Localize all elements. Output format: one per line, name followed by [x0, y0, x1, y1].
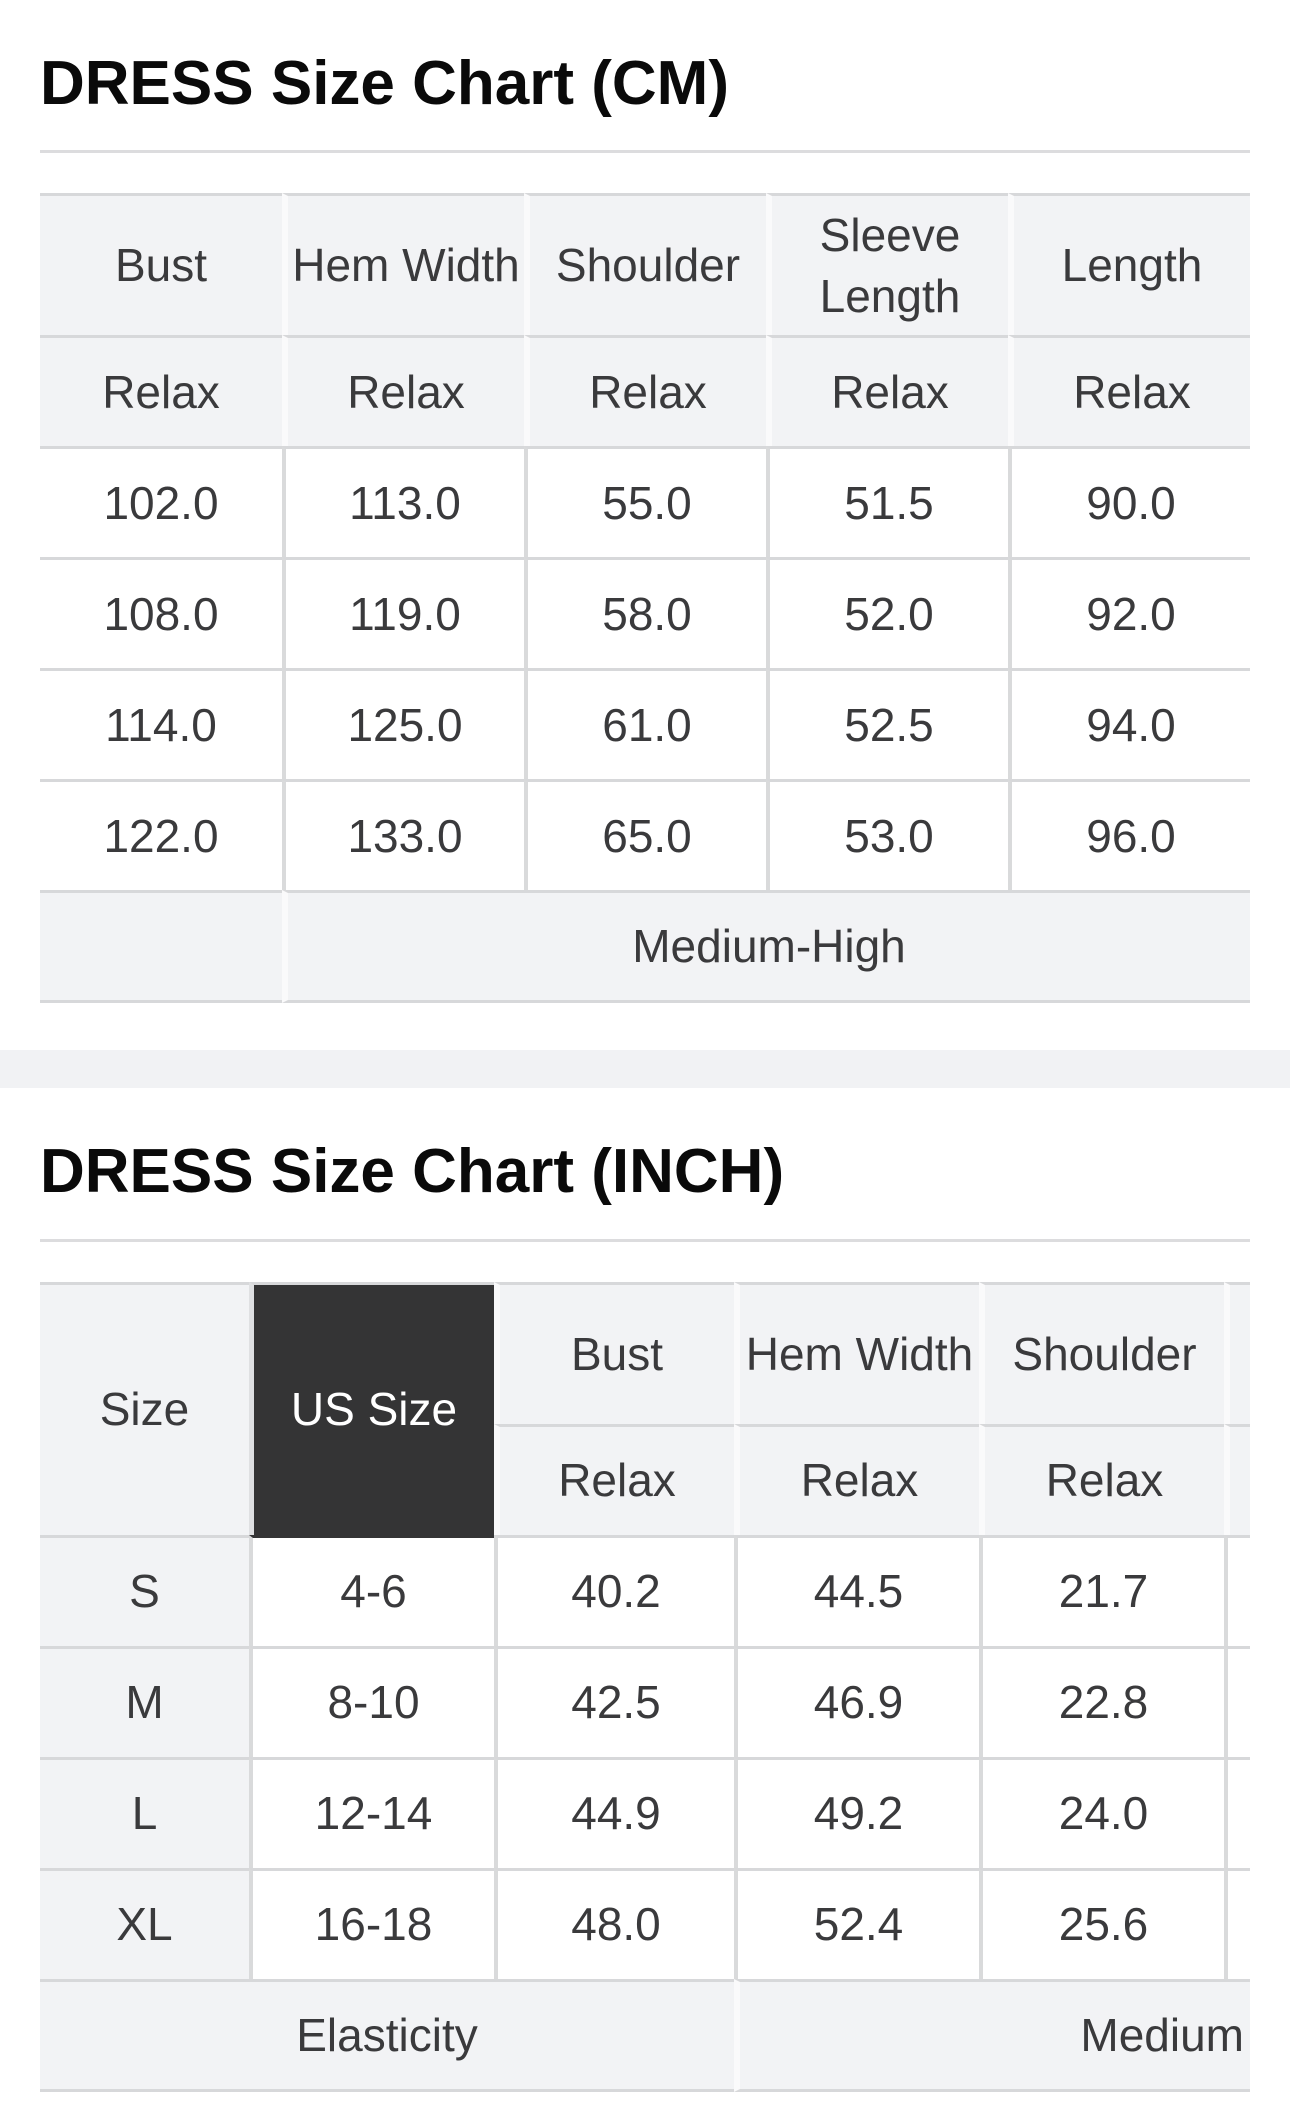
cm-data-cell-r3-c3: 61.0 [524, 668, 766, 780]
inch-fit-cell-1: Relax [494, 1423, 734, 1535]
cm-data-cell-r1-c1: 102.0 [40, 446, 282, 558]
inch-column-header-shoulder: Shoulder [979, 1281, 1224, 1424]
cm-fit-row: Relax Relax Relax Relax Relax [40, 335, 1250, 447]
inch-data-row-m: M 8-10 42.5 46.9 22.8 [40, 1645, 1250, 1757]
cm-data-row-2: 108.0 119.0 58.0 52.0 92.0 [40, 557, 1250, 669]
cm-data-cell-r2-c2: 119.0 [282, 557, 524, 669]
inch-data-cell-r3-c2: 49.2 [734, 1756, 979, 1868]
cm-fit-cell-4: Relax [766, 335, 1008, 447]
cm-data-cell-r1-c2: 113.0 [282, 446, 524, 558]
inch-data-row-s: S 4-6 40.2 44.5 21.7 [40, 1534, 1250, 1646]
cm-table-scroll-container[interactable]: Bust Hem Width Shoulder Sleeve Length Length… [40, 193, 1250, 1004]
cm-data-cell-r1-c3: 55.0 [524, 446, 766, 558]
inch-data-row-l: L 12-14 44.9 49.2 24.0 [40, 1756, 1250, 1868]
cm-section: DRESS Size Chart (CM) Bust Hem Width Shoul… [0, 0, 1290, 1004]
cm-data-cell-r4-c1: 122.0 [40, 779, 282, 891]
inch-size-cell-xl: XL [40, 1867, 249, 1979]
inch-data-cell-r1-clipped [1224, 1534, 1250, 1646]
inch-data-cell-r4-c1: 48.0 [494, 1867, 734, 1979]
inch-us-size-cell-s: 4-6 [249, 1534, 494, 1646]
cm-header-row: Bust Hem Width Shoulder Sleeve Length Length [40, 193, 1250, 336]
cm-data-cell-r3-c4: 52.5 [766, 668, 1008, 780]
inch-size-column-header: Size [40, 1281, 249, 1535]
inch-us-size-cell-l: 12-14 [249, 1756, 494, 1868]
cm-data-cell-r2-c4: 52.0 [766, 557, 1008, 669]
inch-data-cell-r4-c2: 52.4 [734, 1867, 979, 1979]
inch-fit-cell-clipped [1224, 1423, 1250, 1535]
inch-data-cell-r1-c1: 40.2 [494, 1534, 734, 1646]
inch-data-cell-r2-c2: 46.9 [734, 1645, 979, 1757]
inch-us-size-cell-xl: 16-18 [249, 1867, 494, 1979]
inch-fit-cell-3: Relax [979, 1423, 1224, 1535]
inch-data-cell-r4-c3: 25.6 [979, 1867, 1224, 1979]
inch-data-cell-r1-c3: 21.7 [979, 1534, 1224, 1646]
inch-data-cell-r2-c1: 42.5 [494, 1645, 734, 1757]
cm-fit-cell-1: Relax [40, 335, 282, 447]
inch-header-row: Size US Size Bust Hem Width Shoulder [40, 1281, 1250, 1535]
cm-title-rule [40, 150, 1250, 154]
inch-data-cell-r1-c2: 44.5 [734, 1534, 979, 1646]
cm-data-row-3: 114.0 125.0 61.0 52.5 94.0 [40, 668, 1250, 780]
cm-data-cell-r3-c5: 94.0 [1008, 668, 1250, 780]
inch-section-title: DRESS Size Chart (INCH) [40, 1137, 785, 1207]
cm-data-row-4: 122.0 133.0 65.0 53.0 96.0 [40, 779, 1250, 891]
inch-us-size-cell-m: 8-10 [249, 1645, 494, 1757]
inch-column-header-bust: Bust [494, 1281, 734, 1424]
cm-fit-cell-5: Relax [1008, 335, 1250, 447]
inch-data-cell-r3-c3: 24.0 [979, 1756, 1224, 1868]
cm-fit-cell-3: Relax [524, 335, 766, 447]
inch-size-table: Size US Size Bust Hem Width Shoulder Relax Rel… [40, 1281, 1250, 2092]
inch-title-rule [40, 1238, 1250, 1242]
cm-data-cell-r2-c1: 108.0 [40, 557, 282, 669]
cm-data-cell-r1-c4: 51.5 [766, 446, 1008, 558]
cm-column-header-bust: Bust [40, 193, 282, 336]
inch-fit-row: Relax Relax Relax [40, 1423, 1250, 1535]
inch-size-cell-s: S [40, 1534, 249, 1646]
cm-data-cell-r2-c5: 92.0 [1008, 557, 1250, 669]
inch-column-header-clipped [1224, 1281, 1250, 1424]
cm-data-cell-r4-c5: 96.0 [1008, 779, 1250, 891]
cm-elasticity-row: Medium-High [40, 890, 1250, 1004]
cm-elasticity-label-cell [40, 890, 282, 1004]
inch-size-cell-m: M [40, 1645, 249, 1757]
inch-fit-cell-2: Relax [734, 1423, 979, 1535]
cm-column-header-hem-width: Hem Width [282, 193, 524, 336]
cm-data-cell-r4-c4: 53.0 [766, 779, 1008, 891]
cm-fit-cell-2: Relax [282, 335, 524, 447]
cm-data-cell-r4-c3: 65.0 [524, 779, 766, 891]
cm-column-header-shoulder: Shoulder [524, 193, 766, 336]
inch-table-scroll-container[interactable]: Size US Size Bust Hem Width Shoulder Relax Rel… [40, 1281, 1250, 2092]
inch-data-cell-r3-c1: 44.9 [494, 1756, 734, 1868]
cm-data-row-1: 102.0 113.0 55.0 51.5 90.0 [40, 446, 1250, 558]
inch-data-cell-r2-c3: 22.8 [979, 1645, 1224, 1757]
cm-data-cell-r4-c2: 133.0 [282, 779, 524, 891]
inch-data-cell-r2-clipped [1224, 1645, 1250, 1757]
cm-column-header-length: Length [1008, 193, 1250, 336]
inch-us-size-column-header: US Size [249, 1281, 494, 1535]
cm-section-title: DRESS Size Chart (CM) [40, 49, 729, 118]
cm-column-header-sleeve-length: Sleeve Length [766, 193, 1008, 336]
cm-elasticity-value-cell: Medium-High [282, 890, 1250, 1004]
section-divider-band [0, 1050, 1290, 1089]
cm-data-cell-r2-c3: 58.0 [524, 557, 766, 669]
cm-size-table: Bust Hem Width Shoulder Sleeve Length Length… [40, 193, 1250, 1004]
inch-data-row-xl: XL 16-18 48.0 52.4 25.6 [40, 1867, 1250, 1979]
inch-data-cell-r4-clipped [1224, 1867, 1250, 1979]
inch-elasticity-value-cell: Medium [734, 1978, 1250, 2092]
inch-section: DRESS Size Chart (INCH) Size US Size Bust H… [0, 1088, 1290, 2092]
inch-data-cell-r3-clipped [1224, 1756, 1250, 1868]
inch-elasticity-label-cell: Elasticity [40, 1978, 734, 2092]
cm-data-cell-r1-c5: 90.0 [1008, 446, 1250, 558]
inch-column-header-hem-width: Hem Width [734, 1281, 979, 1424]
cm-data-cell-r3-c1: 114.0 [40, 668, 282, 780]
inch-size-cell-l: L [40, 1756, 249, 1868]
cm-data-cell-r3-c2: 125.0 [282, 668, 524, 780]
inch-elasticity-row: Elasticity Medium [40, 1978, 1250, 2092]
